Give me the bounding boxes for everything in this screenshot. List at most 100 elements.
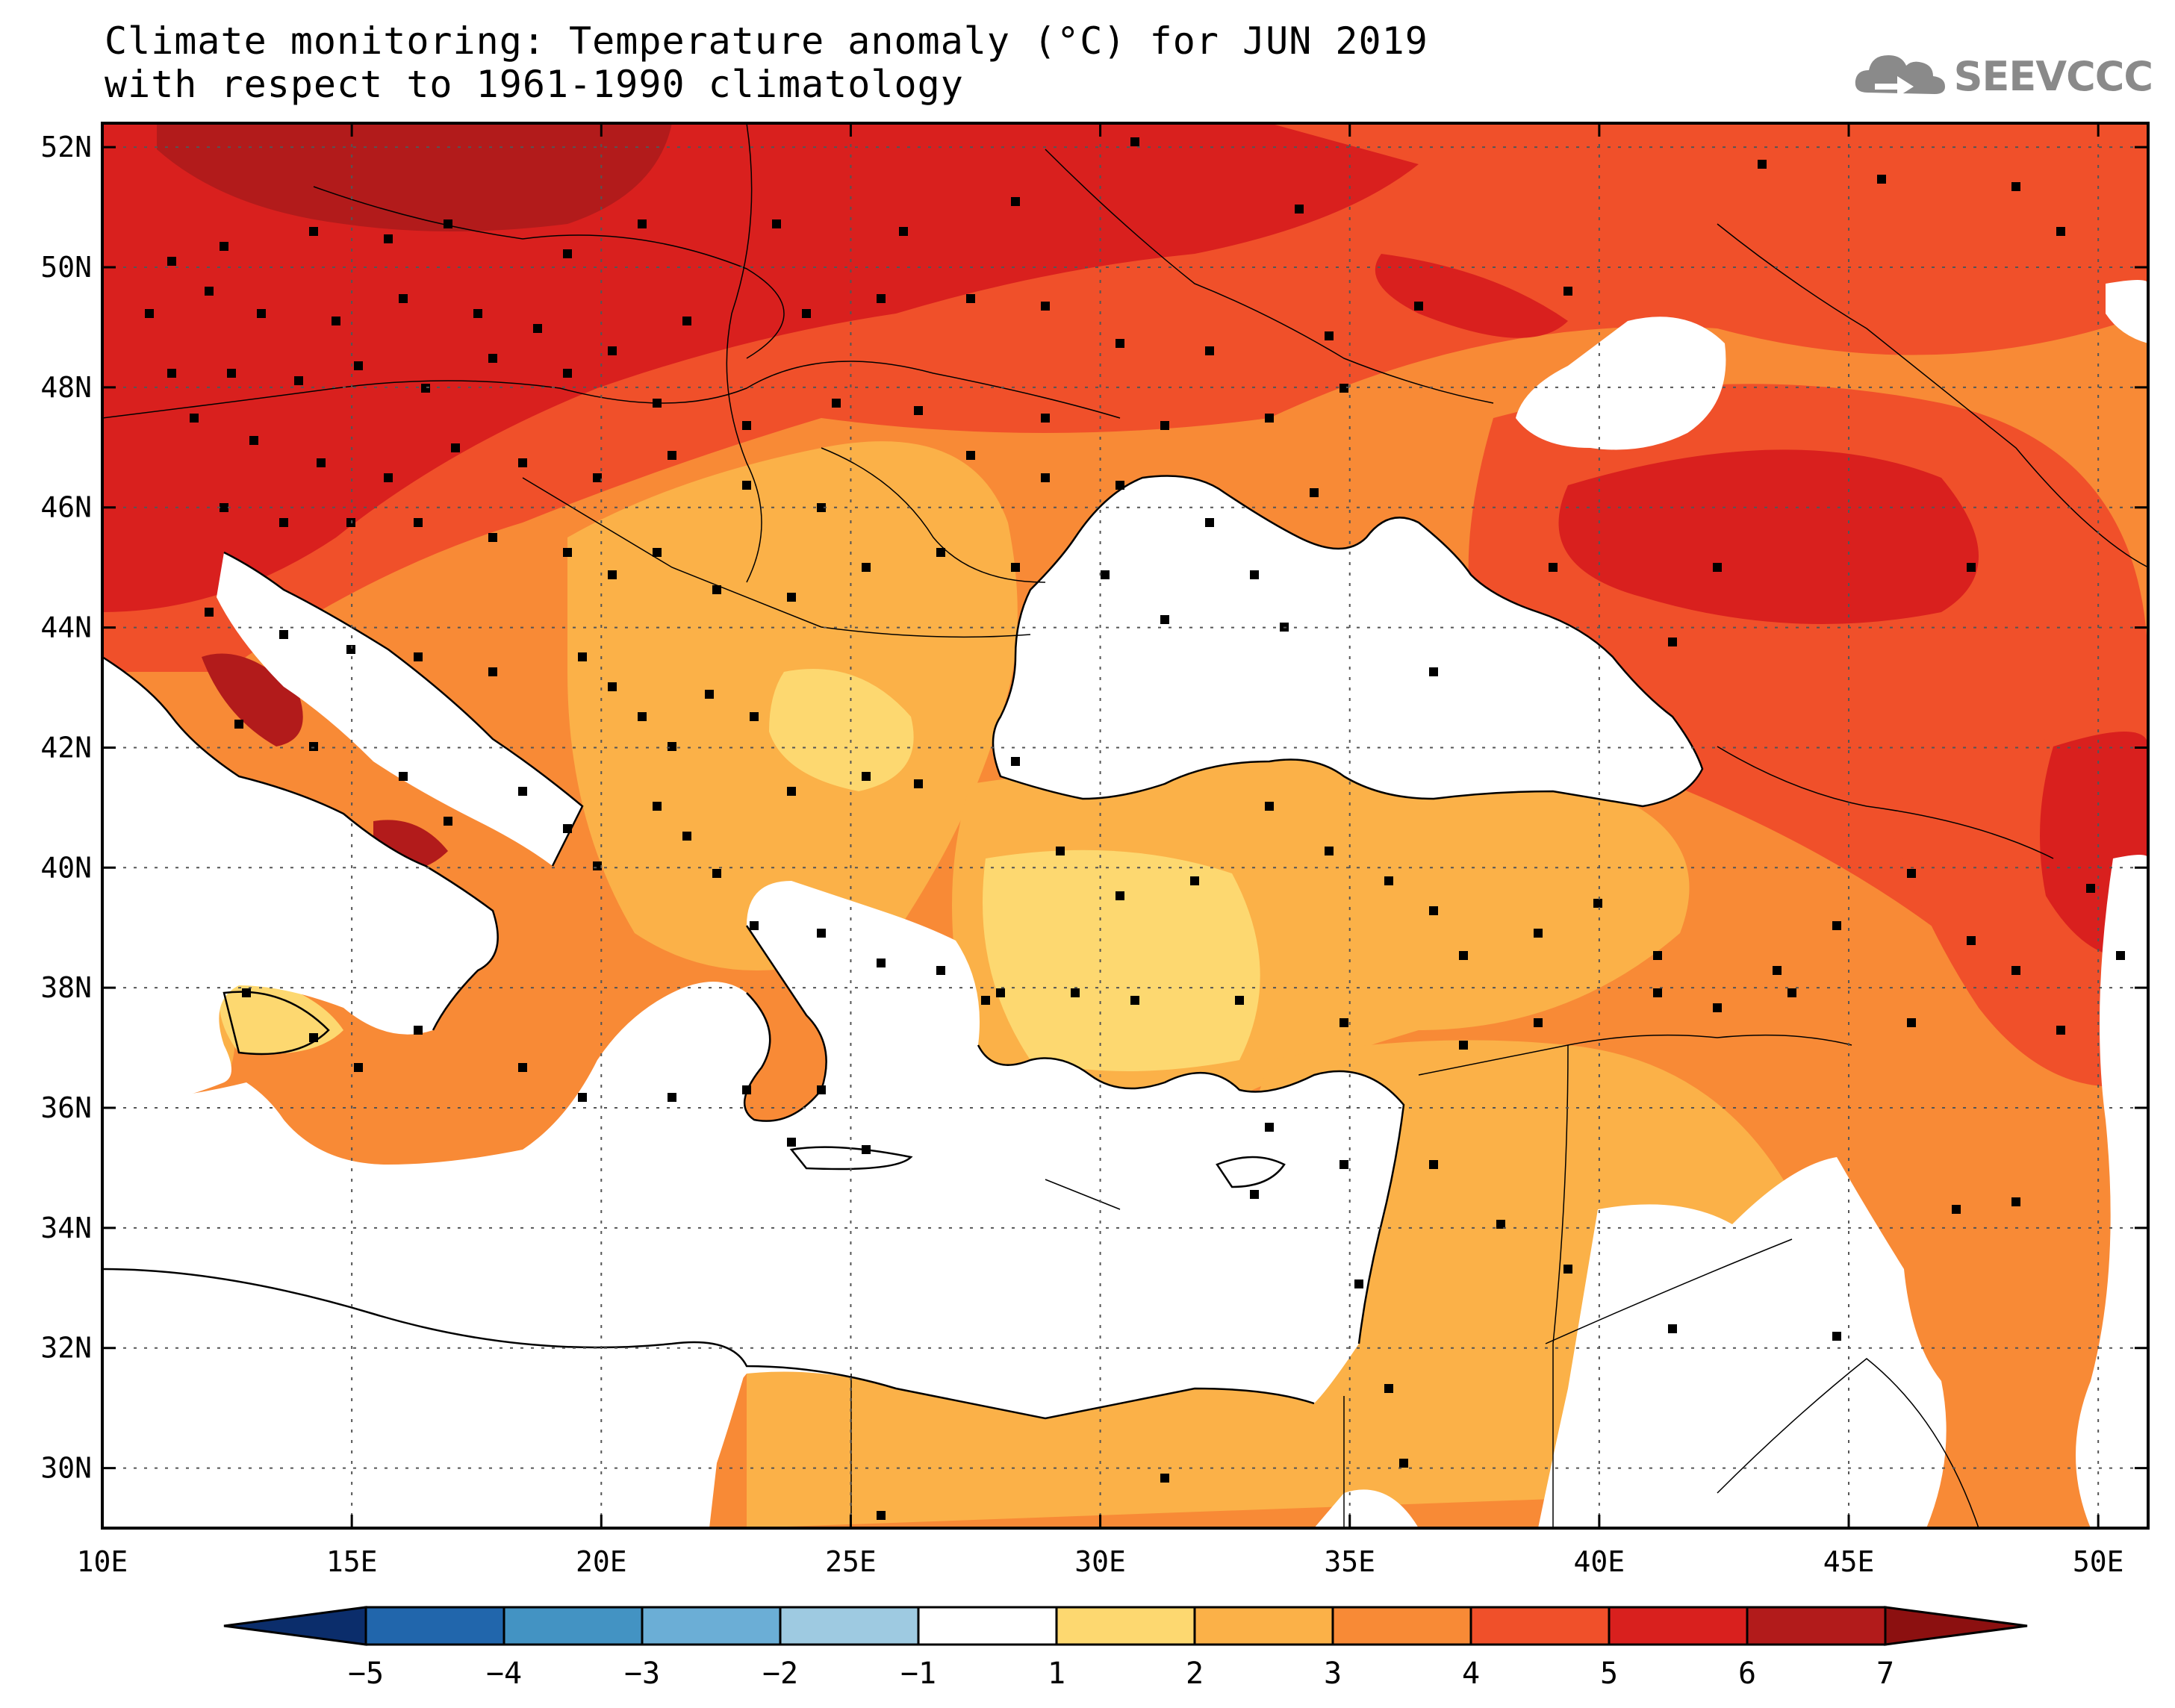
station-marker: [1563, 287, 1572, 296]
station-marker: [533, 324, 542, 333]
station-marker: [1115, 339, 1124, 348]
station-marker: [936, 966, 945, 975]
station-marker: [317, 458, 326, 467]
station-marker: [668, 451, 676, 460]
station-marker: [750, 712, 759, 721]
station-marker: [1459, 951, 1468, 960]
station-marker: [205, 608, 214, 617]
cloud-icon: [1855, 55, 1945, 97]
station-marker: [1354, 1280, 1363, 1288]
station-marker: [309, 1033, 318, 1042]
station-marker: [1952, 1205, 1961, 1214]
colorbar-label: 6: [1738, 1656, 1756, 1691]
lat-label: 44N: [40, 611, 92, 644]
station-marker: [1593, 899, 1602, 908]
station-marker: [1877, 175, 1886, 184]
station-marker: [608, 346, 617, 355]
colorbar-box: [641, 1606, 782, 1646]
colorbar-box: [779, 1606, 920, 1646]
colorbar-low-arrow: [223, 1606, 367, 1646]
station-marker: [1235, 996, 1244, 1005]
map-frame: [101, 122, 2150, 1530]
station-marker: [877, 294, 886, 303]
colorbar-label: −5: [348, 1656, 384, 1691]
station-marker: [742, 1085, 751, 1094]
station-marker: [444, 817, 452, 826]
station-marker: [1758, 160, 1767, 169]
colorbar-high-arrow: [1884, 1606, 2028, 1646]
station-marker: [705, 690, 714, 699]
station-marker: [682, 832, 691, 841]
colorbar-label: −1: [900, 1656, 936, 1691]
station-marker: [1250, 1190, 1259, 1199]
country-borders: [102, 123, 2148, 1528]
axis-ticks: [101, 123, 2148, 1528]
seevccc-logo: SEEVCCC: [1852, 46, 2153, 106]
station-marker: [488, 354, 497, 363]
station-marker: [220, 503, 228, 512]
station-marker: [899, 227, 908, 236]
station-marker: [1787, 988, 1796, 997]
station-marker: [1967, 936, 1976, 945]
station-marker: [750, 921, 759, 930]
station-marker: [1563, 1265, 1572, 1274]
lon-label: 50E: [2073, 1545, 2124, 1578]
station-marker: [2011, 966, 2020, 975]
station-marker: [981, 996, 990, 1005]
station-marker: [787, 1138, 796, 1147]
station-marker: [2116, 951, 2125, 960]
station-marker: [1101, 570, 1110, 579]
station-marker: [563, 824, 572, 833]
coastlines: [102, 475, 1704, 1420]
station-marker: [1011, 757, 1020, 766]
station-marker: [1549, 563, 1558, 572]
anomaly-field: [102, 123, 2148, 1528]
station-marker: [712, 869, 721, 878]
station-marker: [414, 518, 423, 527]
station-marker: [1250, 570, 1259, 579]
station-marker: [518, 787, 527, 796]
station-marker: [742, 421, 751, 430]
lat-label: 40N: [40, 851, 92, 884]
station-marker: [2011, 1197, 2020, 1206]
station-marker: [966, 294, 975, 303]
station-marker: [279, 630, 288, 639]
station-marker: [399, 294, 408, 303]
colorbar-label: 4: [1462, 1656, 1480, 1691]
lat-label: 36N: [40, 1091, 92, 1124]
lon-label: 25E: [825, 1545, 877, 1578]
colorbar-box: [364, 1606, 505, 1646]
station-marker: [2086, 884, 2095, 893]
colorbar-box: [1746, 1606, 1887, 1646]
station-marker: [563, 249, 572, 258]
station-marker: [1339, 384, 1348, 393]
title-line-2: with respect to 1961-1990 climatology: [105, 63, 964, 106]
station-marker: [346, 645, 355, 654]
station-marker: [1325, 847, 1334, 855]
station-marker: [563, 369, 572, 378]
station-marker: [488, 667, 497, 676]
station-marker: [234, 720, 243, 729]
station-marker: [1653, 951, 1662, 960]
station-marker: [384, 234, 393, 243]
station-marker: [473, 309, 482, 318]
station-marker: [1429, 906, 1438, 915]
station-marker: [1668, 638, 1677, 646]
station-marker: [682, 317, 691, 325]
station-marker: [1265, 802, 1274, 811]
station-marker: [1907, 869, 1916, 878]
station-marker: [1429, 667, 1438, 676]
lat-label: 46N: [40, 491, 92, 524]
station-marker: [1459, 1041, 1468, 1050]
station-markers: [145, 137, 2125, 1520]
station-marker: [257, 309, 266, 318]
colorbar-label: 5: [1600, 1656, 1618, 1691]
colorbar-label: −2: [762, 1656, 798, 1691]
station-marker: [1115, 891, 1124, 900]
station-marker: [309, 227, 318, 236]
station-marker: [817, 503, 826, 512]
station-marker: [1399, 1459, 1408, 1468]
station-marker: [2011, 182, 2020, 191]
colorbar-box: [1193, 1606, 1334, 1646]
